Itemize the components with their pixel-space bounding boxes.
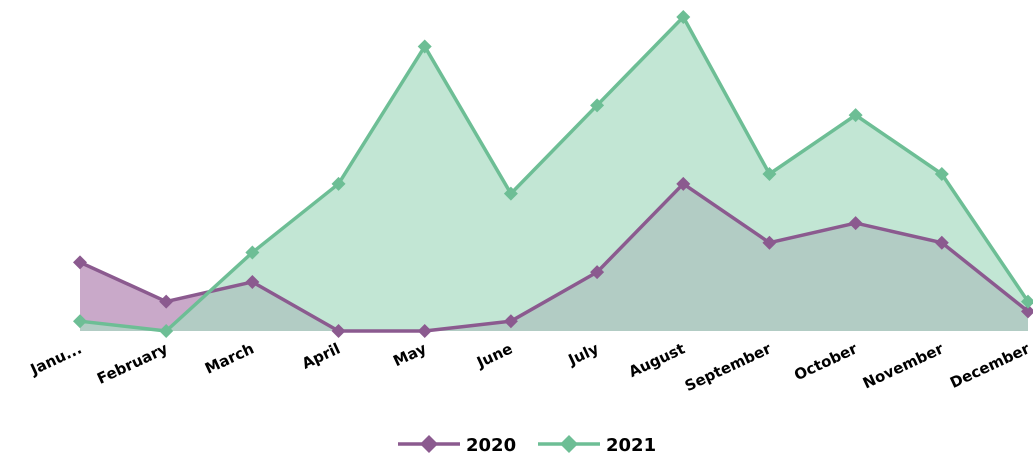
marker-2021-September bbox=[762, 167, 777, 181]
marker-2020-March bbox=[245, 274, 260, 289]
x-tick-label: May bbox=[390, 339, 429, 370]
legend-label-2020: 2020 bbox=[466, 435, 516, 456]
legend: 2020 2021 bbox=[398, 435, 656, 456]
marker-2021-April bbox=[331, 176, 346, 191]
x-tick-label: December bbox=[947, 339, 1033, 392]
x-axis: Janu... February March April May June July Augu… bbox=[27, 339, 1033, 395]
marker-2021-May bbox=[417, 39, 432, 54]
marker-2021-August bbox=[676, 10, 691, 24]
x-tick-label: April bbox=[299, 339, 343, 372]
line-2021 bbox=[79, 15, 1030, 333]
marker-2020-May bbox=[417, 324, 432, 338]
marker-2020-July bbox=[590, 265, 605, 280]
marker-2020-September bbox=[762, 235, 777, 250]
marker-2021-Janu... bbox=[73, 314, 87, 329]
marker-2020-October bbox=[848, 216, 863, 231]
line-2020 bbox=[79, 182, 1030, 333]
marker-2020-Janu... bbox=[73, 255, 87, 270]
x-tick-label: February bbox=[94, 339, 171, 387]
x-tick-label: November bbox=[860, 339, 947, 392]
marker-2021-March bbox=[245, 245, 260, 260]
marker-2021-December bbox=[1021, 294, 1033, 309]
x-tick-label: Janu... bbox=[27, 339, 85, 379]
series-fills bbox=[80, 17, 1028, 331]
marker-2020-February bbox=[159, 294, 174, 309]
legend-swatch-marker-2020 bbox=[420, 435, 438, 453]
x-tick-label: August bbox=[626, 339, 688, 381]
marker-2021-October bbox=[848, 108, 863, 123]
x-tick-label: March bbox=[202, 339, 257, 377]
legend-swatch-marker-2021 bbox=[560, 435, 578, 453]
marker-2020-June bbox=[503, 314, 518, 329]
area-fill-2021 bbox=[80, 17, 1028, 331]
x-tick-label: June bbox=[473, 339, 515, 371]
marker-2021-July bbox=[590, 98, 605, 113]
x-tick-label: September bbox=[682, 339, 774, 395]
marker-2021-June bbox=[503, 186, 518, 201]
marker-2021-February bbox=[159, 324, 174, 338]
legend-label-2021: 2021 bbox=[606, 435, 656, 456]
x-tick-label: July bbox=[565, 339, 602, 369]
marker-2020-November bbox=[934, 235, 949, 250]
x-tick-label: October bbox=[791, 339, 860, 384]
series-lines bbox=[79, 15, 1030, 333]
marker-2020-December bbox=[1021, 304, 1033, 319]
marker-2020-August bbox=[676, 176, 691, 191]
marker-2020-April bbox=[331, 324, 346, 338]
marker-2021-November bbox=[934, 167, 949, 181]
series-markers bbox=[73, 10, 1033, 338]
